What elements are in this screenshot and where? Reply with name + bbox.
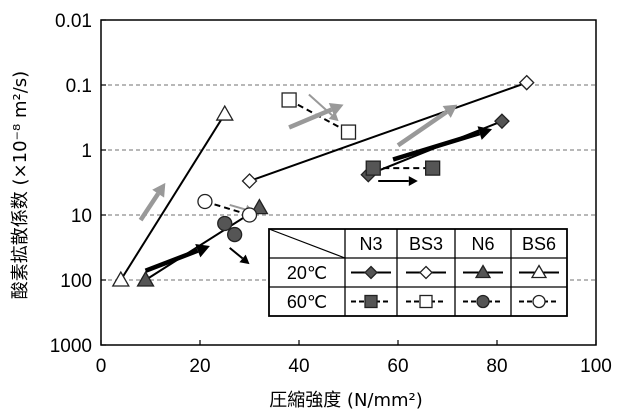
diamond-marker [419,265,433,280]
triangle-marker [136,270,155,287]
arrow-head [408,176,418,186]
diamond-marker [364,265,378,280]
legend-column-header: BS3 [409,234,443,254]
square-marker [365,160,381,176]
arrow-shaft [229,203,247,211]
arrow-head [152,182,166,198]
y-tick-label: 0.1 [66,76,92,97]
arrow-head [195,243,210,258]
arrow-shaft [308,93,333,116]
series-line [249,81,528,182]
trend-arrow [378,176,418,186]
square-marker [419,294,433,309]
square-marker [281,92,297,108]
diamond-marker [494,113,510,130]
y-axis-label: 酸素拡散係数 (×10⁻⁸ m²/s) [10,71,31,299]
y-tick-label: 1 [81,141,92,162]
square-marker [424,160,441,176]
triangle-marker [474,264,492,279]
trend-arrow [288,103,344,130]
circle-marker [197,193,213,210]
legend-column-header: N6 [471,234,494,254]
arrow-head [477,126,493,140]
x-tick-label: 40 [288,356,309,377]
data-markers [111,74,535,287]
circle-marker [226,226,243,243]
legend-row-header: 60℃ [287,292,327,312]
x-axis-label: 圧縮強度 (N/mm²) [269,390,423,411]
legend: N3 BS3 N6 BS6 20℃ 60℃ [268,228,568,317]
arrow-head [328,111,339,122]
arrow-head [328,103,344,117]
circle-marker [476,294,490,309]
trend-arrow [138,182,166,222]
circle-marker [532,294,546,309]
legend-row-header: 20℃ [287,263,327,283]
y-tick-label: 0.01 [55,11,92,32]
triangle-marker [111,270,130,287]
trend-arrow [144,243,210,273]
arrow-shaft [144,248,199,273]
arrow-shaft [392,130,481,162]
trend-arrow [396,104,458,148]
plot-frame [100,19,597,346]
trend-arrow [392,126,493,162]
y-tick-label: 1000 [50,336,92,357]
series-line [119,113,226,281]
series-line [204,200,250,216]
y-tick-label: 100 [60,271,92,292]
trend-arrow [308,93,339,122]
trend-arrow [229,247,250,265]
x-tick-label: 0 [96,356,107,377]
arrow-head [239,254,250,265]
x-tick-label: 100 [580,356,612,377]
x-tick-label: 60 [387,356,408,377]
x-tick-label: 20 [189,356,210,377]
arrow-shaft [396,110,448,148]
series-line [145,206,260,281]
square-marker [340,124,357,140]
square-marker [364,294,378,309]
triangle-marker [215,104,234,121]
triangle-marker [250,198,269,215]
diamond-marker [518,74,535,91]
diamond-marker [241,173,258,189]
y-tick-label: 10 [71,206,92,227]
arrow-shaft [288,107,333,130]
trend-arrows [138,93,493,273]
circle-marker [241,207,258,223]
legend-column-header: N3 [359,234,382,254]
arrow-shaft [229,247,244,260]
legend-column-header: BS6 [522,234,556,254]
legend-corner-diagonal [268,228,346,259]
x-tick-label: 80 [486,356,507,377]
triangle-marker [530,264,548,279]
arrow-head [442,104,458,118]
arrow-shaft [138,192,161,222]
circle-marker [217,215,233,232]
